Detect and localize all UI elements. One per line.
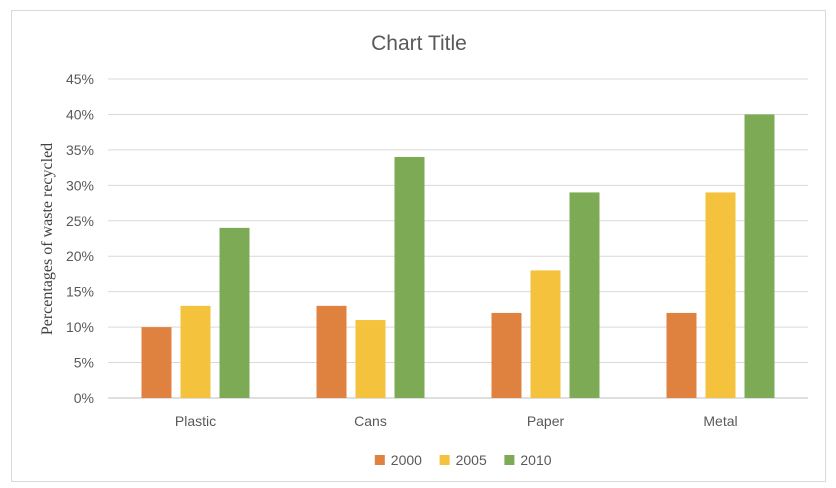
bar-2000-paper [491, 312, 522, 398]
legend: 2000 2005 2010 [374, 452, 552, 468]
bar-2010-paper [569, 192, 600, 398]
y-tick-label: 30% [66, 177, 94, 193]
x-tick-label: Paper [527, 413, 565, 429]
bar-2005-metal [705, 192, 736, 398]
y-tick-label: 45% [66, 71, 94, 87]
bar-2010-plastic [219, 227, 250, 398]
legend-label-2010: 2010 [520, 452, 551, 468]
y-axis-label: Percentages of waste recycled [39, 143, 56, 335]
legend-label-2000: 2000 [391, 452, 422, 468]
y-tick-label: 10% [66, 319, 94, 335]
y-tick-label: 20% [66, 248, 94, 264]
bar-2010-cans [394, 156, 425, 398]
chart-title: Chart Title [371, 32, 467, 55]
x-axis-ticks: Plastic Cans Paper Metal [175, 413, 738, 429]
bar-2000-metal [666, 312, 697, 398]
y-tick-label: 25% [66, 213, 94, 229]
y-axis-ticks: 0% 5% 10% 15% 20% 25% 30% 35% 40% 45% [66, 71, 94, 406]
bar-2005-plastic [180, 305, 211, 398]
x-tick-label: Cans [354, 413, 387, 429]
bar-2005-cans [355, 320, 386, 398]
legend-swatch-2005 [439, 455, 450, 465]
legend-label-2005: 2005 [456, 452, 487, 468]
bar-2000-cans [316, 305, 347, 398]
gridlines [108, 78, 808, 399]
bar-2005-paper [530, 270, 561, 398]
x-tick-label: Plastic [175, 413, 216, 429]
x-tick-label: Metal [703, 413, 737, 429]
y-tick-label: 40% [66, 106, 94, 122]
y-tick-label: 35% [66, 142, 94, 158]
bar-2010-metal [744, 114, 775, 398]
y-tick-label: 0% [74, 390, 94, 406]
legend-swatch-2010 [504, 455, 515, 465]
bars [141, 114, 775, 398]
legend-swatch-2000 [374, 455, 385, 465]
bar-2000-plastic [141, 327, 172, 398]
y-tick-label: 5% [74, 355, 94, 371]
y-tick-label: 15% [66, 284, 94, 300]
